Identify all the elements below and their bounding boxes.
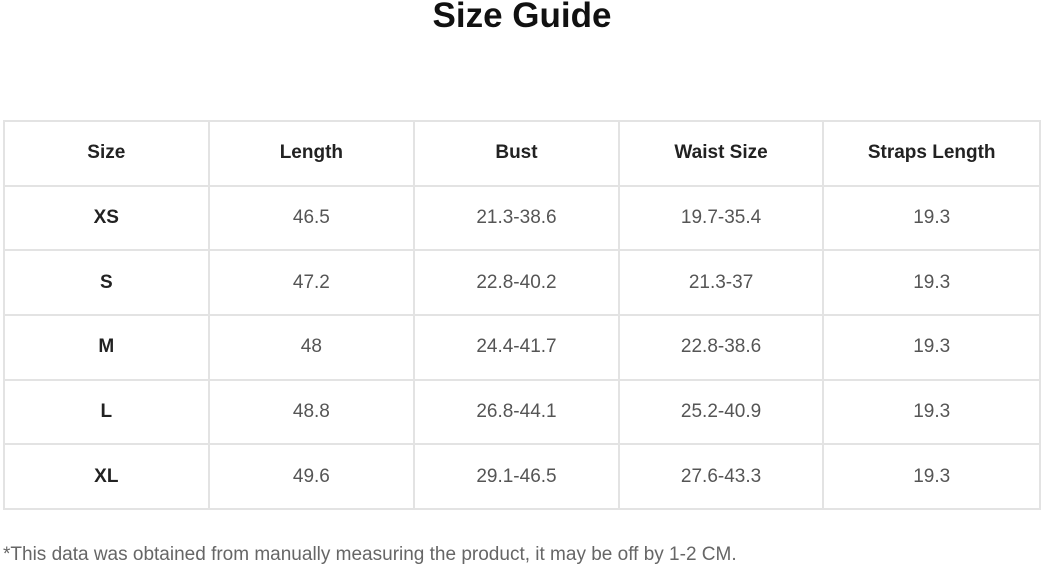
value-cell: 49.6 <box>207 443 416 511</box>
value-cell: 19.3 <box>822 249 1041 317</box>
column-header: Waist Size <box>617 120 825 187</box>
value-cell: 19.3 <box>822 443 1041 511</box>
footnote: *This data was obtained from manually me… <box>3 544 737 565</box>
value-cell: 21.3-38.6 <box>413 184 620 252</box>
value-cell: 24.4-41.7 <box>413 314 620 381</box>
value-cell: 46.5 <box>207 184 416 252</box>
value-cell: 19.3 <box>822 378 1041 446</box>
column-header: Straps Length <box>822 120 1041 187</box>
value-cell: 27.6-43.3 <box>617 443 825 511</box>
table-row: XS 46.5 21.3-38.6 19.7-35.4 19.3 <box>3 184 1041 252</box>
page-title: Size Guide <box>432 0 612 35</box>
value-cell: 29.1-46.5 <box>413 443 620 511</box>
value-cell: 21.3-37 <box>617 249 825 317</box>
table-row: S 47.2 22.8-40.2 21.3-37 19.3 <box>3 249 1041 317</box>
column-header: Length <box>207 120 416 187</box>
table-row: L 48.8 26.8-44.1 25.2-40.9 19.3 <box>3 378 1041 446</box>
value-cell: 19.7-35.4 <box>617 184 825 252</box>
size-cell: XS <box>3 184 210 252</box>
value-cell: 25.2-40.9 <box>617 378 825 446</box>
size-cell: XL <box>3 443 210 511</box>
value-cell: 47.2 <box>207 249 416 317</box>
table-row: M 48 24.4-41.7 22.8-38.6 19.3 <box>3 314 1041 381</box>
column-header: Bust <box>413 120 620 187</box>
size-cell: M <box>3 314 210 381</box>
value-cell: 19.3 <box>822 314 1041 381</box>
header-row: Size Length Bust Waist Size Straps Length <box>3 120 1041 187</box>
value-cell: 26.8-44.1 <box>413 378 620 446</box>
value-cell: 19.3 <box>822 184 1041 252</box>
value-cell: 48.8 <box>207 378 416 446</box>
size-cell: L <box>3 378 210 446</box>
value-cell: 48 <box>207 314 416 381</box>
size-cell: S <box>3 249 210 317</box>
size-table: Size Length Bust Waist Size Straps Length XS… <box>3 120 1041 511</box>
table-row: XL 49.6 29.1-46.5 27.6-43.3 19.3 <box>3 443 1041 511</box>
value-cell: 22.8-40.2 <box>413 249 620 317</box>
value-cell: 22.8-38.6 <box>617 314 825 381</box>
column-header: Size <box>3 120 210 187</box>
